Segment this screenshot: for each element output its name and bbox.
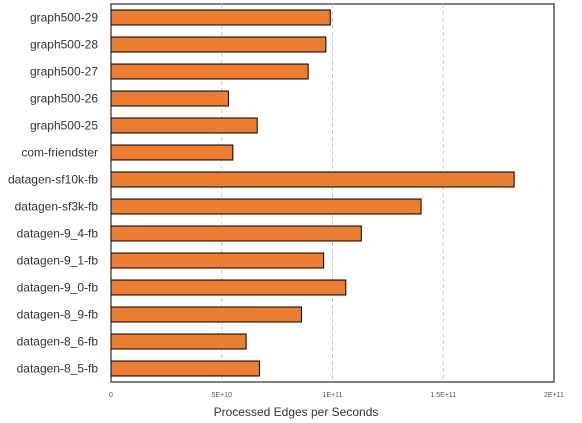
bar [110, 279, 347, 296]
bar [110, 90, 229, 107]
bar [110, 117, 258, 134]
category-label: datagen-8_5-fb [17, 362, 99, 376]
bar [110, 171, 515, 188]
x-tick-label: 0 [109, 392, 113, 399]
category-labels: graph500-29 graph500-28 graph500-27 graph50… [8, 11, 98, 376]
x-tick-label: 2E+11 [544, 392, 564, 399]
bar [110, 9, 331, 26]
x-tick-label: 5E+10 [212, 392, 233, 399]
category-label: datagen-9_4-fb [17, 227, 99, 241]
category-label: datagen-sf3k-fb [15, 200, 99, 214]
category-label: graph500-29 [30, 11, 98, 25]
x-tick-label: 1.5E+11 [430, 392, 456, 399]
category-label: com-friendster [21, 146, 98, 160]
category-label: graph500-26 [30, 92, 98, 106]
category-label: graph500-27 [30, 65, 98, 79]
bar [110, 63, 309, 80]
category-label: datagen-8_6-fb [17, 335, 99, 349]
x-tick-labels: 0 5E+10 1E+11 1.5E+11 2E+11 [109, 392, 564, 399]
category-label: datagen-sf10k-fb [8, 173, 98, 187]
bar [110, 252, 325, 269]
bar [110, 333, 247, 350]
bar [110, 360, 260, 377]
bars [110, 9, 515, 377]
x-tick-label: 1E+11 [323, 392, 343, 399]
category-label: datagen-8_9-fb [17, 308, 99, 322]
bar [110, 306, 302, 323]
category-label: graph500-25 [30, 119, 98, 133]
bar [110, 36, 327, 53]
bar [110, 225, 362, 242]
bar [110, 198, 422, 215]
category-label: graph500-28 [30, 38, 98, 52]
category-label: datagen-9_1-fb [17, 254, 99, 268]
x-axis-title: Processed Edges per Seconds [214, 405, 379, 419]
category-label: datagen-9_0-fb [17, 281, 99, 295]
bar [110, 144, 234, 161]
